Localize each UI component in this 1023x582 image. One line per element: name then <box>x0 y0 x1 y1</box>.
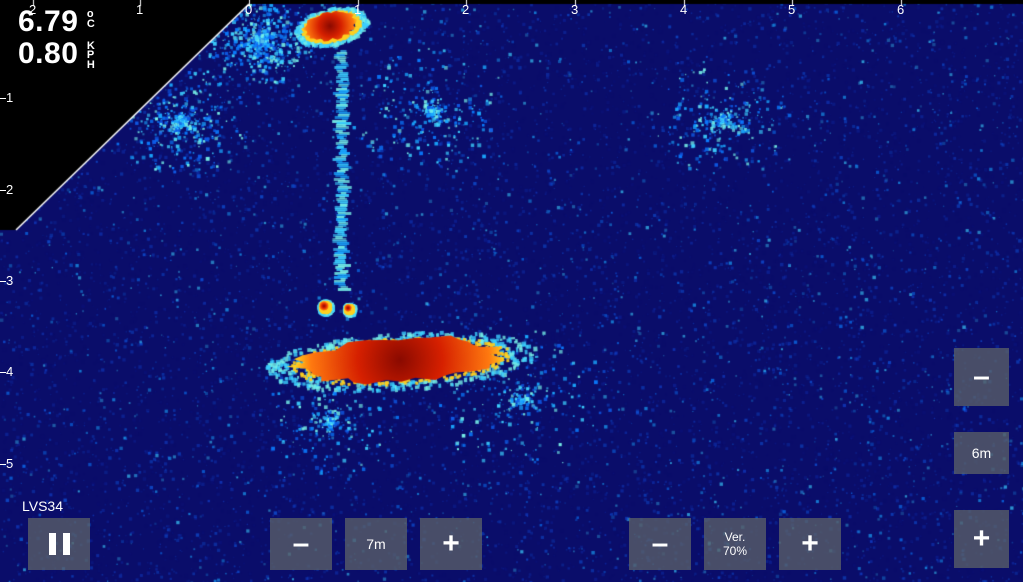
h-scale-label: 1 <box>354 2 361 17</box>
v-scale-label: 1 <box>6 90 13 105</box>
v-scale-label: 2 <box>6 182 13 197</box>
h-scale-label: 2 <box>29 2 36 17</box>
v-scale-label: 5 <box>6 456 13 471</box>
v-scale-tick <box>0 372 6 373</box>
range-a-minus-button[interactable]: – <box>270 518 332 570</box>
temperature-value: 6.79 <box>18 6 78 38</box>
range-a-value-label: 7m <box>366 536 385 552</box>
pause-icon <box>49 533 70 555</box>
plus-icon: + <box>801 529 819 559</box>
v-scale-tick <box>0 98 6 99</box>
temperature-unit: o C <box>87 10 95 30</box>
range-b-value-label: Ver. 70% <box>723 530 747 559</box>
pause-button[interactable] <box>28 518 90 570</box>
h-scale-label: 0 <box>245 2 252 17</box>
h-scale-label: 3 <box>571 2 578 17</box>
minus-icon: – <box>973 362 990 392</box>
range-b-minus-button[interactable]: – <box>629 518 691 570</box>
v-scale-label: 4 <box>6 364 13 379</box>
range-a-plus-button[interactable]: + <box>420 518 482 570</box>
plus-icon: + <box>442 529 460 559</box>
h-scale-label: 2 <box>462 2 469 17</box>
h-scale-label: 4 <box>680 2 687 17</box>
h-scale-label: 6 <box>897 2 904 17</box>
minus-icon: – <box>652 529 669 559</box>
plus-icon: + <box>973 524 991 554</box>
minus-icon: – <box>293 529 310 559</box>
range-a-value-button[interactable]: 7m <box>345 518 407 570</box>
v-scale-tick <box>0 190 6 191</box>
side-range-value-button[interactable]: 6m <box>954 432 1009 474</box>
h-scale-label: 5 <box>788 2 795 17</box>
range-b-plus-button[interactable]: + <box>779 518 841 570</box>
v-scale-label: 3 <box>6 273 13 288</box>
side-range-minus-button[interactable]: – <box>954 348 1009 406</box>
device-label: LVS34 <box>22 498 63 514</box>
v-scale-tick <box>0 281 6 282</box>
side-range-plus-button[interactable]: + <box>954 510 1009 568</box>
speed-value: 0.80 <box>18 38 78 70</box>
h-scale-label: 1 <box>136 2 143 17</box>
side-range-value-label: 6m <box>972 445 991 461</box>
v-scale-tick <box>0 464 6 465</box>
speed-unit: K P H <box>87 42 95 72</box>
range-b-value-button[interactable]: Ver. 70% <box>704 518 766 570</box>
sonar-display <box>0 0 1023 582</box>
